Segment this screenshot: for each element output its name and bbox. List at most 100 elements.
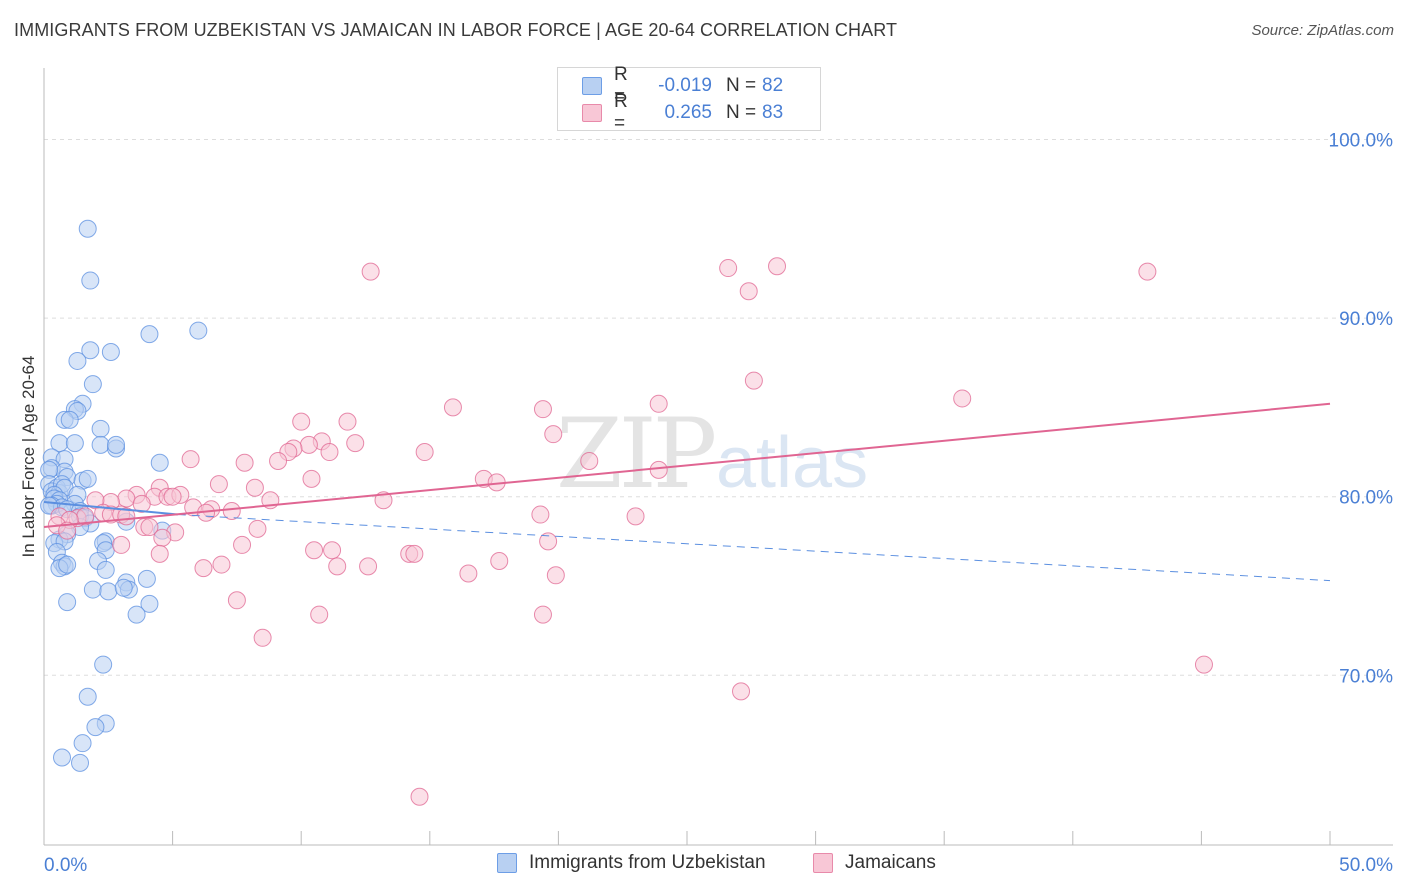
source-label: Source: ZipAtlas.com [1251,22,1394,39]
point-uzbekistan [140,594,159,613]
legend-r-value: 0.265 [664,102,712,123]
point-jamaican [346,434,365,453]
point-jamaican [194,559,213,578]
point-jamaican [227,591,246,610]
legend-n-value: 83 [762,102,784,123]
point-jamaican [490,551,509,570]
point-jamaican [292,412,311,431]
point-jamaican [1138,262,1157,281]
point-jamaican [323,541,342,560]
point-jamaican [233,535,252,554]
legend-n-value: 82 [762,75,784,96]
legend-r-value: -0.019 [658,75,712,96]
legend-n-label: N = [726,75,757,96]
point-jamaican [140,518,159,537]
point-uzbekistan [53,748,72,767]
point-jamaican [739,282,758,301]
point-jamaican [626,507,645,526]
point-uzbekistan [83,375,102,394]
point-jamaican [245,478,264,497]
point-jamaican [744,371,763,390]
point-jamaican [153,528,172,547]
point-uzbekistan [140,325,159,344]
point-jamaican [768,257,787,276]
point-uzbekistan [107,435,126,454]
point-jamaican [253,628,272,647]
y-tick-label: 70.0% [1339,666,1393,687]
legend-row-uzbekistan: R = -0.019 N = 82 [582,64,784,107]
point-uzbekistan [71,753,90,772]
point-uzbekistan [78,469,97,488]
point-uzbekistan [73,734,92,753]
series-legend-item-uzbekistan[interactable]: Immigrants from Uzbekistan [497,852,766,874]
point-uzbekistan [114,578,133,597]
x-tick-label: 0.0% [44,855,87,876]
point-uzbekistan [91,419,110,438]
point-jamaican [320,443,339,462]
point-uzbekistan [78,219,97,238]
point-uzbekistan [94,655,113,674]
point-jamaican [222,501,241,520]
point-uzbekistan [81,341,100,360]
point-jamaican [132,494,151,513]
series-legend: Immigrants from Uzbekistan Jamaicans [0,852,1406,876]
legend-r-label: R = [614,91,628,134]
point-jamaican [405,544,424,563]
series-legend-item-jamaicans[interactable]: Jamaicans [813,852,936,874]
point-jamaican [732,682,751,701]
point-jamaican [359,557,378,576]
point-uzbekistan [91,435,110,454]
point-jamaican [150,544,169,563]
trendline-uzbekistan [43,501,178,516]
series-label-jamaicans: Jamaicans [845,852,936,873]
point-jamaican [539,532,558,551]
point-jamaican [443,398,462,417]
point-jamaican [544,425,563,444]
point-jamaican [305,541,324,560]
legend-r-label: R = [614,64,628,107]
point-jamaican [459,564,478,583]
point-uzbekistan [58,593,77,612]
point-jamaican [415,443,434,462]
series-swatch-uzbekistan [497,853,517,873]
point-jamaican [1194,655,1213,674]
chart-title: IMMIGRANTS FROM UZBEKISTAN VS JAMAICAN I… [14,20,898,40]
point-jamaican [546,566,565,585]
point-uzbekistan [101,343,120,362]
point-uzbekistan [137,569,156,588]
point-jamaican [531,505,550,524]
point-jamaican [361,262,380,281]
y-tick-label: 100.0% [1329,130,1394,151]
point-uzbekistan [78,687,97,706]
point-jamaican [112,535,131,554]
y-tick-label: 80.0% [1339,488,1393,509]
y-axis-label: In Labor Force | Age 20-64 [19,356,38,558]
point-jamaican [58,521,77,540]
x-tick-label: 50.0% [1339,855,1393,876]
point-uzbekistan [99,582,118,601]
legend-row-jamaicans: R = 0.265 N = 83 [582,91,784,134]
point-uzbekistan [83,580,102,599]
point-uzbekistan [189,321,208,340]
point-jamaican [533,605,552,624]
point-jamaican [338,412,357,431]
point-jamaican [953,389,972,408]
series-swatch-jamaicans [813,853,833,873]
legend-swatch-uzbekistan [582,77,602,95]
point-uzbekistan [96,560,115,579]
point-jamaican [117,489,136,508]
series-label-uzbekistan: Immigrants from Uzbekistan [529,852,766,873]
point-jamaican [299,435,318,454]
point-jamaican [649,394,668,413]
point-uzbekistan [65,434,84,453]
point-jamaican [719,259,738,278]
trendline-jamaican [43,402,1331,529]
point-jamaican [410,787,429,806]
y-tick-label: 90.0% [1339,309,1393,330]
trendline-uzbekistan-extension [177,514,1331,582]
point-jamaican [212,555,231,574]
point-jamaican [117,507,136,526]
point-jamaican [302,469,321,488]
point-jamaican [181,450,200,469]
point-jamaican [374,491,393,510]
